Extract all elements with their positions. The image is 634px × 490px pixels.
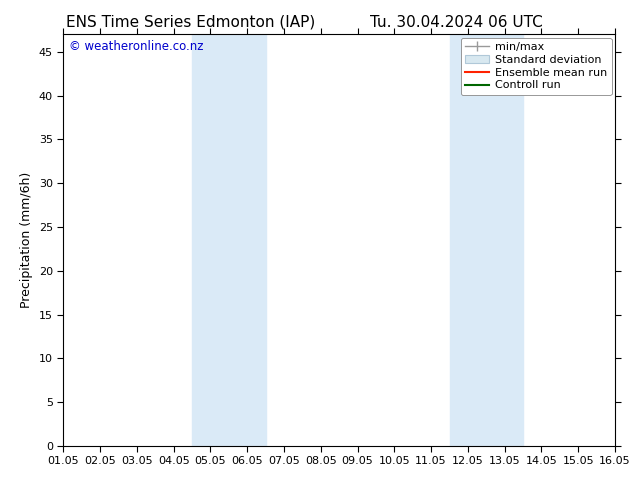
Legend: min/max, Standard deviation, Ensemble mean run, Controll run: min/max, Standard deviation, Ensemble me… xyxy=(460,38,612,95)
Text: Tu. 30.04.2024 06 UTC: Tu. 30.04.2024 06 UTC xyxy=(370,15,543,30)
Text: © weatheronline.co.nz: © weatheronline.co.nz xyxy=(69,41,204,53)
Y-axis label: Precipitation (mm/6h): Precipitation (mm/6h) xyxy=(20,172,34,308)
Text: ENS Time Series Edmonton (IAP): ENS Time Series Edmonton (IAP) xyxy=(65,15,315,30)
Bar xyxy=(192,34,266,446)
Bar xyxy=(450,34,523,446)
